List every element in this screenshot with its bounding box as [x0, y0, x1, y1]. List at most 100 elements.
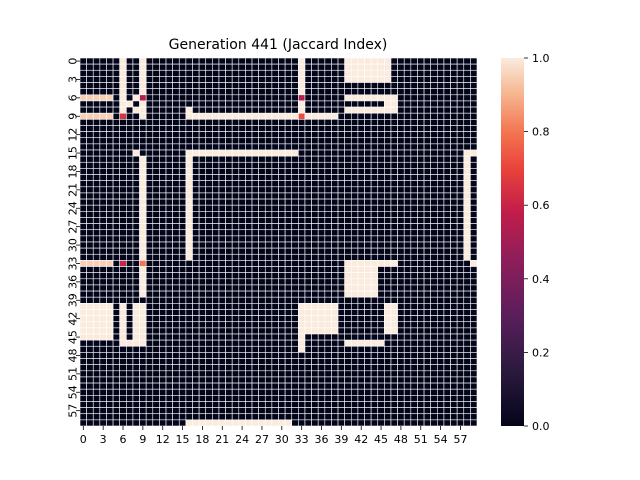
heatmap-cell [126, 125, 134, 132]
heatmap-cell [291, 247, 299, 255]
heatmap-cell [106, 370, 114, 378]
heatmap-cell [456, 180, 465, 188]
heatmap-cell [178, 149, 187, 157]
heatmap-cell [291, 186, 299, 194]
heatmap-cell [238, 223, 246, 231]
heatmap-cell [159, 290, 167, 298]
heatmap-cell [271, 76, 279, 83]
heatmap-cell [430, 100, 438, 108]
heatmap-cell [390, 413, 398, 421]
heatmap-cell [212, 94, 220, 102]
heatmap-cell [238, 401, 246, 408]
heatmap-cell [370, 303, 379, 310]
heatmap-cell [106, 419, 114, 427]
heatmap-cell [86, 345, 94, 353]
heatmap-cell [298, 94, 306, 102]
heatmap-cell [205, 137, 213, 145]
heatmap-cell [463, 321, 471, 329]
heatmap-cell [443, 284, 451, 292]
heatmap-cell [350, 198, 359, 206]
heatmap-cell [119, 155, 127, 163]
heatmap-cell [436, 284, 445, 292]
heatmap-cell [350, 229, 359, 237]
heatmap-cell [79, 345, 87, 353]
heatmap-cell [119, 321, 127, 329]
heatmap-cell [185, 223, 193, 231]
heatmap-cell [231, 161, 240, 169]
heatmap-cell [212, 82, 220, 89]
heatmap-cell [238, 229, 246, 237]
heatmap-cell [397, 168, 405, 175]
heatmap-cell [198, 333, 207, 341]
heatmap-cell [311, 364, 319, 372]
heatmap-cell [397, 364, 405, 372]
heatmap-cell [331, 186, 339, 194]
heatmap-cell [436, 131, 445, 139]
heatmap-cell [258, 143, 266, 151]
heatmap-cell [258, 327, 266, 335]
heatmap-cell [258, 88, 266, 96]
heatmap-cell [99, 235, 107, 243]
heatmap-cell [212, 211, 220, 218]
heatmap-cell [357, 149, 365, 157]
heatmap-cell [397, 352, 405, 359]
heatmap-cell [390, 217, 398, 224]
heatmap-cell [350, 407, 359, 415]
heatmap-cell [139, 94, 147, 102]
heatmap-cell [192, 309, 200, 316]
heatmap-cell [317, 290, 326, 298]
heatmap-cell [99, 112, 107, 120]
heatmap-cell [92, 345, 101, 353]
heatmap-cell [198, 161, 207, 169]
heatmap-cell [304, 382, 312, 390]
heatmap-cell [470, 272, 478, 280]
heatmap-cell [284, 395, 293, 402]
heatmap-cell [212, 217, 220, 224]
heatmap-cell [377, 137, 385, 145]
heatmap-cell [357, 407, 365, 415]
heatmap-cell [192, 266, 200, 273]
heatmap-cell [443, 345, 451, 353]
heatmap-cell [470, 290, 478, 298]
heatmap-cell [311, 413, 319, 421]
heatmap-cell [178, 247, 187, 255]
heatmap-cell [278, 76, 286, 83]
heatmap-cell [218, 63, 226, 71]
heatmap-cell [344, 247, 352, 255]
heatmap-cell [436, 413, 445, 421]
heatmap-cell [377, 161, 385, 169]
heatmap-cell [245, 272, 253, 280]
heatmap-cell [430, 247, 438, 255]
heatmap-cell [245, 358, 253, 365]
heatmap-cell [331, 82, 339, 89]
heatmap-cell [463, 247, 471, 255]
heatmap-cell [324, 327, 332, 335]
heatmap-cell [106, 88, 114, 96]
heatmap-cell [304, 112, 312, 120]
heatmap-cell [417, 223, 425, 231]
heatmap-cell [278, 180, 286, 188]
heatmap-cell [384, 339, 392, 347]
heatmap-cell [231, 284, 240, 292]
heatmap-cell [470, 235, 478, 243]
heatmap-cell [284, 352, 293, 359]
heatmap-cell [443, 161, 451, 169]
heatmap-cell [218, 339, 226, 347]
heatmap-cell [390, 388, 398, 396]
heatmap-cell [152, 192, 160, 200]
heatmap-cell [198, 149, 207, 157]
heatmap-cell [251, 266, 259, 273]
heatmap-cell [291, 388, 299, 396]
heatmap-cell [139, 211, 147, 218]
heatmap-cell [92, 125, 101, 132]
heatmap-cell [178, 333, 187, 341]
heatmap-cell [450, 180, 458, 188]
heatmap-cell [450, 382, 458, 390]
heatmap-cell [350, 388, 359, 396]
heatmap-cell [423, 88, 431, 96]
heatmap-cell [370, 315, 379, 323]
heatmap-cell [344, 125, 352, 132]
heatmap-cell [126, 217, 134, 224]
heatmap-cell [430, 137, 438, 145]
heatmap-cell [79, 370, 87, 378]
